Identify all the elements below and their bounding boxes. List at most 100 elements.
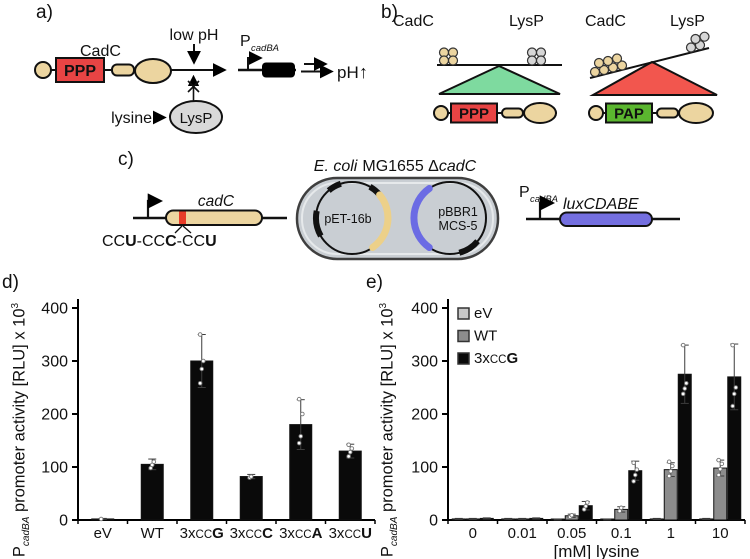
promoter-sub-label: cadBA: [251, 43, 279, 54]
cadc-gene-label: cadC: [198, 193, 235, 210]
svg-text:0: 0: [59, 513, 68, 530]
strain-name: E. coli MG1655 ΔcadC: [314, 158, 477, 175]
ppp-protein-diagram: PPP: [433, 102, 557, 124]
x-tick-label: 3xCCC: [230, 525, 273, 542]
double-arrow-icon: [301, 57, 334, 79]
x-tick-label: 1: [667, 525, 675, 542]
panel-a-diagram: a) CadC PPP low pH LysP lysine P cadBA: [34, 2, 368, 134]
green-fulcrum-triangle: [438, 64, 561, 95]
legend-swatch: [457, 352, 470, 365]
ecoli-cell: E. coli MG1655 ΔcadC pET-16b pBBR1 MCS-5: [295, 158, 500, 261]
cadc-gene-capsule: [165, 209, 263, 226]
legend-swatch: [457, 329, 470, 343]
plasmid1-label: pET-16b: [324, 212, 371, 226]
panel-b-diagram: b) CadC LysP CadC LysP PPP: [381, 2, 718, 124]
red-fulcrum-triangle: [589, 60, 718, 96]
promoter-arrow-icon: [146, 193, 164, 218]
pap-domain-label: PAP: [614, 106, 644, 123]
promoter-p-label: P: [240, 33, 251, 50]
panel-c-diagram: c) cadC CCU-CCC-CCU E. coli MG1655 ΔcadC: [102, 149, 680, 261]
svg-text:300: 300: [411, 354, 438, 371]
lysp-molecules: [685, 31, 710, 53]
ppp-domain-box: [55, 57, 105, 83]
cadc-linker: [111, 63, 135, 77]
plasmid-pbbr1: pBBR1 MCS-5: [410, 179, 489, 257]
tilted-beam: [589, 47, 710, 79]
cadc-molecules: [438, 47, 459, 66]
lysp-molecules: [526, 47, 547, 66]
ppp-domain-box: [450, 102, 498, 124]
cadc-title: CadC: [80, 43, 121, 60]
panel-c-label: c): [118, 149, 134, 170]
b-left-cadc-label: CadC: [393, 13, 434, 30]
svg-text:400: 400: [41, 301, 68, 318]
lux-reporter-construct: P cadBA luxCDABE: [519, 184, 680, 227]
cell-highlight: [301, 182, 494, 255]
plasmid2-label-line2: MCS-5: [439, 219, 478, 233]
svg-text:100: 100: [41, 460, 68, 477]
plasmid-pet16b: pET-16b: [313, 179, 392, 257]
pet16b-insert-arc: [369, 191, 392, 251]
ph-up-arrow-icon: ↑: [359, 62, 368, 82]
x-tick-label: WT: [141, 525, 164, 542]
panel-e-label: e): [366, 272, 383, 293]
legend-swatch: [457, 307, 470, 320]
panel-a-label: a): [36, 2, 53, 23]
svg-text:200: 200: [411, 407, 438, 424]
pap-protein-diagram: PAP: [588, 102, 714, 124]
ppp-domain-label: PPP: [459, 106, 489, 123]
panel-d-label: d): [2, 272, 19, 293]
bar: [140, 463, 164, 521]
lysp-ellipse: [169, 100, 223, 134]
svg-text:200: 200: [41, 407, 68, 424]
lux-gene-capsule: [559, 211, 653, 227]
x-tick-label: 0: [469, 525, 477, 542]
lysine-label: lysine: [111, 110, 152, 127]
tilted-scale: [589, 31, 718, 96]
x-tick-label: eV: [94, 525, 112, 542]
cell-body: [295, 176, 500, 261]
cadc-n-terminus: [34, 61, 52, 79]
cadc-c-domain: [134, 58, 172, 84]
legend-label: eV: [474, 305, 492, 322]
svg-text:100: 100: [411, 460, 438, 477]
svg-text:0: 0: [429, 513, 438, 530]
pbbr1-insert-arc: [410, 185, 433, 251]
balanced-scale: [437, 47, 562, 95]
panel-b-label: b): [381, 2, 398, 23]
x-tick-label: 0.01: [508, 525, 537, 542]
lysp-inhibition: [187, 74, 200, 101]
cadc-protein-diagram: PPP: [34, 57, 193, 84]
x-tick-label: 3xCCG: [180, 525, 224, 542]
bar: [338, 450, 362, 521]
svg-text:300: 300: [41, 354, 68, 371]
x-axis-title: [mM] lysine: [554, 542, 640, 559]
bar: [239, 476, 263, 521]
cadc-gene-construct: cadC CCU-CCC-CCU: [102, 193, 287, 250]
b-right-lysp-label: LysP: [670, 13, 705, 30]
b-right-cadc-label: CadC: [585, 13, 626, 30]
svg-text:400: 400: [411, 301, 438, 318]
pcadba-promoter-gene: P cadBA: [238, 33, 296, 78]
pap-domain-box: [605, 102, 653, 124]
promoter-arrow-icon: [538, 195, 556, 219]
plasmid2-label-line1: pBBR1: [438, 205, 478, 219]
x-tick-label: 3xCCA: [279, 525, 322, 542]
ph-up-label: pH: [337, 63, 359, 82]
codon-sequence: CCU-CCC-CCU: [102, 233, 217, 250]
chart-e: 0 100 200 300 400 0 0.01 0.05 0.1 1 10 [mM] lysine e…: [411, 299, 746, 559]
legend-label: 3xCCG: [474, 350, 518, 367]
ppp-domain-label: PPP: [64, 63, 96, 80]
x-tick-label: 0.1: [611, 525, 632, 542]
cadc-molecules: [589, 53, 628, 78]
promoter-p-label: P: [519, 184, 530, 201]
mutation-stripe: [179, 211, 186, 224]
gene-box: [262, 62, 295, 78]
b-left-lysp-label: LysP: [509, 13, 544, 30]
low-ph-label: low pH: [170, 27, 219, 44]
lysp-label: LysP: [180, 110, 213, 127]
x-tick-label: 3xCCU: [329, 525, 372, 542]
legend-label: WT: [474, 328, 497, 345]
lux-gene-label: luxCDABE: [563, 196, 639, 213]
